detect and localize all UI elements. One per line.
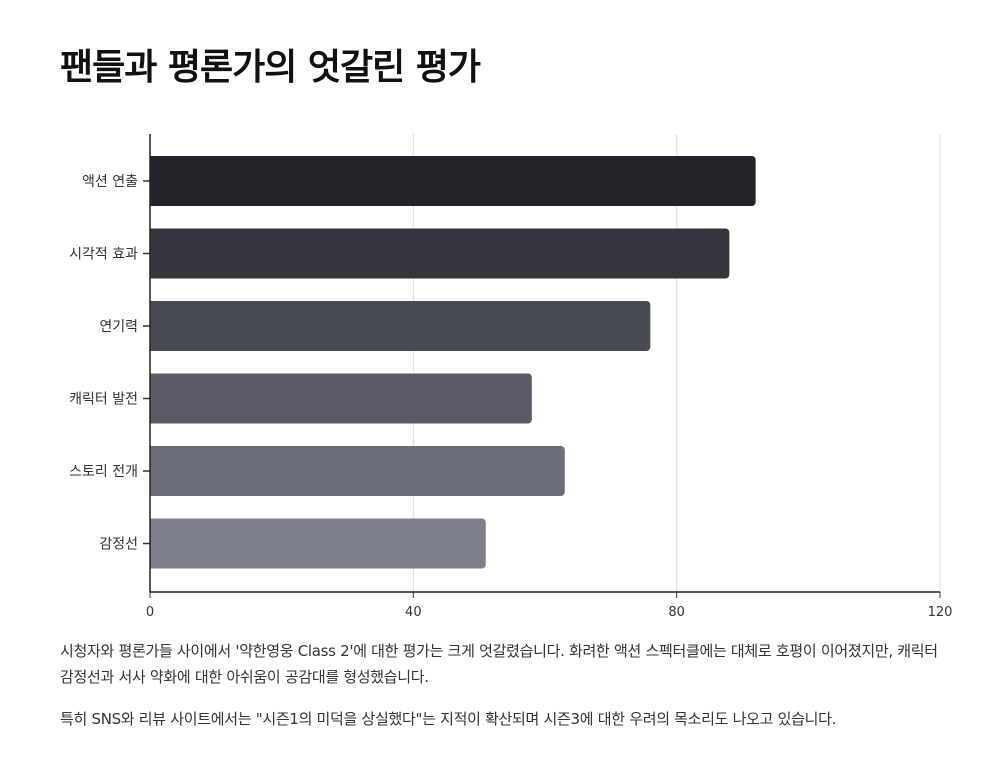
x-tick-label: 80 — [668, 605, 685, 620]
bar-left-edge — [150, 228, 156, 279]
bar-left-edge — [150, 518, 156, 569]
bar — [150, 156, 756, 206]
bars — [150, 156, 756, 569]
bar — [150, 228, 730, 279]
x-tick-label: 40 — [405, 605, 422, 620]
y-tick-label: 시각적 효과 — [69, 247, 138, 263]
y-tick-label: 감정선 — [99, 537, 138, 553]
caption-paragraph-2: 특히 SNS와 리뷰 사이트에서는 "시즌1의 미덕을 상실했다"는 지적이 확… — [60, 710, 837, 728]
bar — [150, 518, 486, 569]
bar-left-edge — [150, 373, 156, 424]
grid-lines — [412, 134, 941, 592]
y-tick-label: 액션 연출 — [82, 174, 138, 190]
caption-paragraph-1: 시청자와 평론가들 사이에서 '약한영웅 Class 2'에 대한 평가는 크게… — [60, 642, 938, 686]
x-tick-label: 120 — [928, 605, 953, 620]
bar — [150, 301, 651, 351]
y-tick-label: 연기력 — [99, 319, 138, 335]
y-tick-label: 스토리 전개 — [69, 464, 138, 480]
page-title: 팬들과 평론가의 엇갈린 평가 — [60, 47, 481, 88]
axes — [143, 134, 941, 598]
y-tick-label: 캐릭터 발전 — [69, 392, 138, 408]
bar — [150, 446, 565, 496]
x-tick-label: 0 — [146, 605, 154, 620]
bar-left-edge — [150, 301, 156, 351]
bar-left-edge — [150, 446, 156, 496]
bar-left-edge — [150, 156, 156, 206]
bar — [150, 373, 532, 424]
